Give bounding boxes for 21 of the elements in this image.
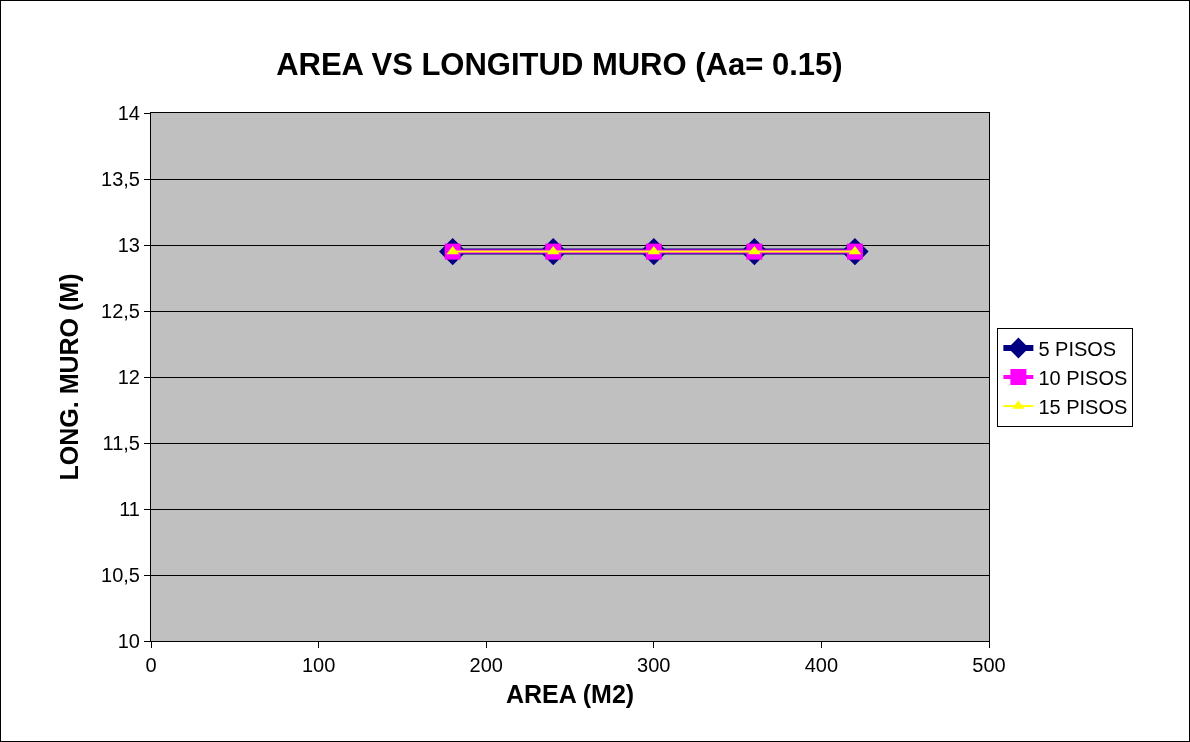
x-tick-label: 300	[637, 654, 671, 676]
x-tick-label: 200	[469, 654, 503, 676]
y-tick-label: 13,5	[101, 168, 140, 190]
y-tick-label: 12,5	[101, 300, 140, 322]
legend-label: 10 PISOS	[1038, 366, 1128, 389]
x-tick-label: 100	[301, 654, 336, 676]
legend-label: 5 PISOS	[1038, 337, 1117, 360]
y-tick-label: 14	[117, 102, 140, 124]
chart-title: AREA VS LONGITUD MURO (Aa= 0.15)	[276, 46, 843, 82]
y-tick-label: 10	[117, 630, 140, 652]
y-tick-label: 10,5	[101, 564, 140, 586]
x-axis-title: AREA (M2)	[505, 680, 635, 708]
y-tick-label: 13	[117, 234, 140, 256]
y-tick-label: 12	[117, 366, 140, 388]
x-tick-label: 0	[145, 654, 157, 676]
x-tick-label: 500	[972, 654, 1006, 676]
y-tick-label: 11,5	[102, 432, 140, 454]
y-tick-label: 11	[119, 498, 140, 520]
x-tick-label: 400	[804, 654, 839, 676]
legend-label: 15 PISOS	[1038, 395, 1128, 418]
y-axis-title: LONG. MURO (M)	[54, 273, 83, 481]
